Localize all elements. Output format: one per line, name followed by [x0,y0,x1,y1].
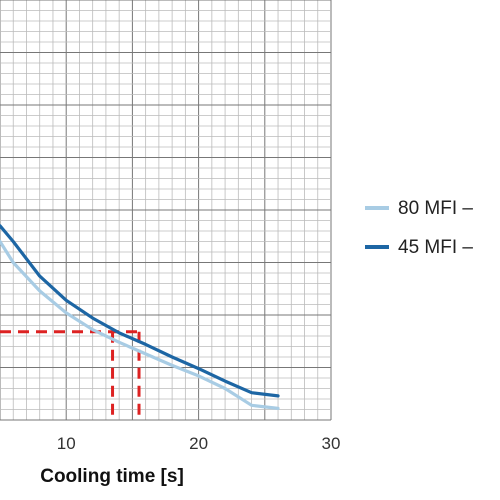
legend-item: 80 MFI – [365,198,473,219]
legend: 80 MFI – 45 MFI – [365,198,473,258]
x-tick-label: 30 [322,434,341,453]
series-line-1 [0,239,280,410]
x-axis-label: Cooling time [s] [40,466,184,487]
legend-label: 80 MFI – [398,198,473,219]
series-line-2 [0,224,280,398]
grid [0,0,332,421]
x-tick-labels: 10 20 30 [57,434,341,453]
legend-item: 45 MFI – [365,237,473,258]
series-lines [0,224,280,410]
x-tick-label: 20 [189,434,208,453]
annotations [0,330,141,420]
x-tick-label: 10 [57,434,76,453]
legend-label: 45 MFI – [398,237,473,258]
